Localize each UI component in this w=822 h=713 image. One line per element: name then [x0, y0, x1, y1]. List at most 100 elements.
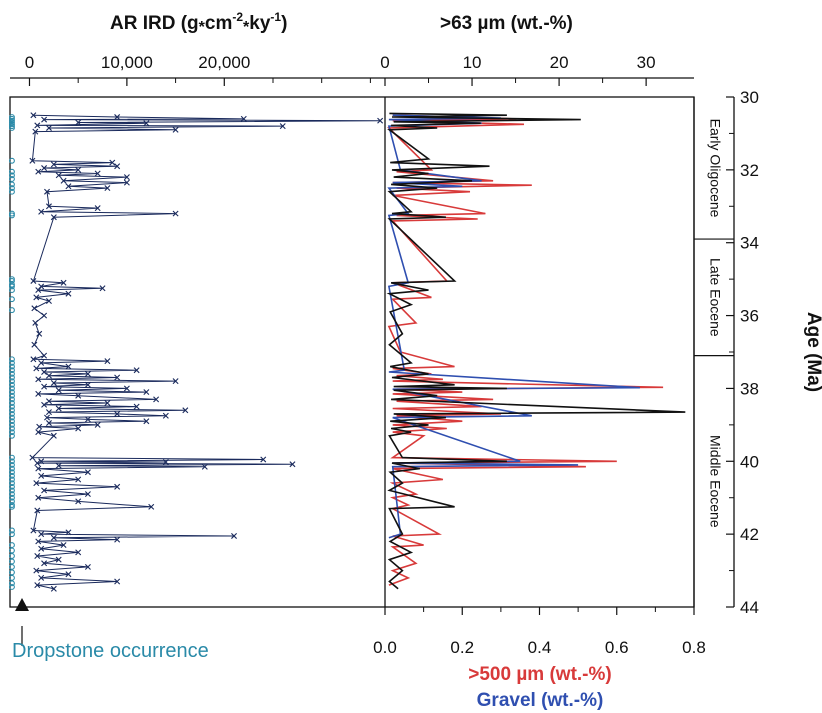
dropstone-point: [8, 483, 15, 490]
dropstone-point: [8, 172, 15, 179]
age-axis: 30 32 34 36 38 40 42 44: [726, 88, 759, 617]
ird-point: [84, 491, 91, 498]
age-tick-label: 40: [740, 452, 759, 471]
ird-point: [33, 294, 40, 301]
ird-point: [35, 168, 42, 175]
dropstone-point: [8, 558, 15, 565]
ird-point: [34, 122, 41, 129]
ird-point: [50, 432, 57, 439]
coarse-tick-label: 0: [380, 53, 389, 72]
dropstone-point: [8, 114, 15, 120]
ird-series: [29, 112, 384, 592]
age-tick-label: 42: [740, 525, 759, 544]
ird-point: [172, 126, 179, 133]
ird-point: [36, 330, 43, 337]
ird-point: [123, 385, 130, 392]
ird-point: [35, 465, 42, 472]
dropstone-point: [8, 503, 15, 510]
dropstone-point: [8, 418, 15, 425]
ird-point: [289, 461, 296, 468]
ird-point: [114, 114, 121, 121]
age-tick-label: 34: [740, 234, 759, 253]
dropstone-point: [8, 176, 15, 182]
dropstone-point: [8, 307, 15, 314]
dropstone-point: [8, 502, 15, 508]
ird-point: [50, 534, 57, 541]
ird-point: [65, 183, 72, 190]
ird-point: [30, 277, 37, 284]
dropstone-point: [8, 494, 15, 501]
ird-point: [75, 476, 82, 483]
dropstone-point: [8, 378, 15, 385]
ird-point: [75, 425, 82, 432]
dropstone-point: [8, 359, 15, 366]
ird-point: [279, 123, 286, 130]
dropstone-point: [8, 287, 15, 294]
ird-point: [201, 463, 208, 470]
epoch-label: Late Eocene: [707, 258, 723, 337]
ird-point: [31, 305, 38, 312]
ird-point: [65, 290, 72, 297]
ird-point: [45, 372, 52, 379]
dropstone-point: [8, 363, 15, 370]
dropstone-point: [8, 410, 15, 417]
ird-point: [45, 124, 52, 131]
dropstone-point: [8, 283, 15, 290]
dropstone-point: [8, 392, 15, 399]
dropstone-point: [8, 487, 15, 494]
ird-point: [33, 567, 40, 574]
dropstone-point: [8, 168, 15, 175]
dropstone-point: [8, 119, 15, 126]
ird-point: [143, 389, 150, 396]
dropstone-point: [8, 432, 15, 439]
fine-tick-label: 0.2: [450, 638, 474, 657]
ird-point: [123, 174, 130, 181]
ird-point: [41, 352, 48, 359]
ird-point: [41, 401, 48, 408]
ird-point: [45, 203, 52, 210]
dropstone-point: [8, 185, 15, 192]
ird-point: [55, 387, 62, 394]
ird-point: [50, 214, 57, 221]
dropstone-point: [8, 421, 15, 428]
ird-point: [35, 376, 42, 383]
ird-point: [31, 341, 38, 348]
ird-point: [35, 538, 42, 545]
ird-point: [29, 157, 36, 164]
epoch-label: Middle Eocene: [707, 435, 723, 528]
ird-point: [45, 420, 52, 427]
ird-point: [30, 356, 37, 363]
dropstone-point: [8, 210, 15, 217]
dropstone-point: [8, 527, 15, 534]
ird-point: [65, 363, 72, 370]
dropstone-point: [8, 563, 15, 570]
dropstone-point: [8, 465, 15, 472]
ird-point: [38, 208, 45, 215]
ird-point: [172, 210, 179, 217]
ird-point: [182, 407, 189, 414]
ird-point: [133, 367, 140, 374]
epoch-label: Early Oligocene: [707, 119, 723, 218]
ird-point: [32, 319, 39, 326]
ird-point: [41, 487, 48, 494]
ird-point: [50, 585, 57, 592]
dropstone-point: [8, 296, 15, 303]
ird-point: [55, 462, 62, 469]
ird-point: [75, 119, 82, 126]
ird-point: [162, 412, 169, 419]
fine-tick-label: 0.0: [373, 638, 397, 657]
ird-point: [240, 115, 247, 122]
ird-point: [114, 483, 121, 490]
dropstone-point: [8, 547, 15, 554]
ird-point: [94, 205, 101, 212]
dropstone-point: [8, 385, 15, 392]
ird-point: [60, 279, 67, 286]
dropstone-label: Dropstone occurrence: [12, 640, 209, 662]
fine-tick-label: 0.4: [528, 638, 552, 657]
ird-point: [35, 494, 42, 501]
dropstone-point: [8, 542, 15, 549]
ird-point: [34, 582, 41, 589]
age-axis-label: Age (Ma): [803, 312, 822, 392]
epoch-boxes: Early Oligocene Late Eocene Middle Eocene: [694, 119, 734, 528]
ird-point: [33, 480, 40, 487]
